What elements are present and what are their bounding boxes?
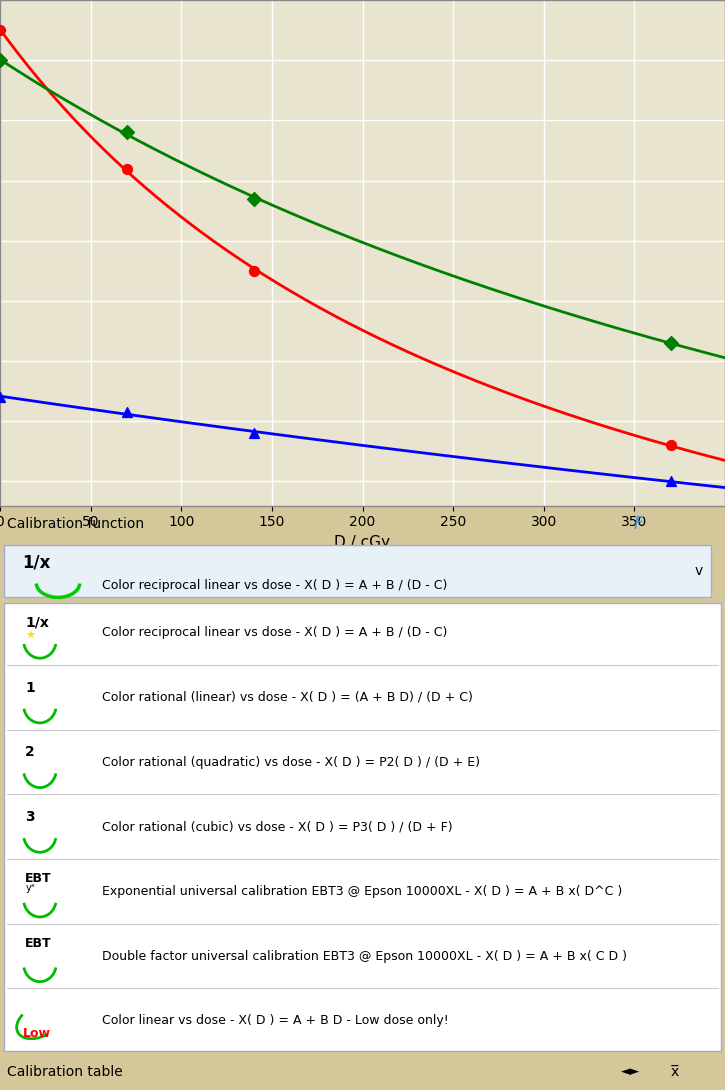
Text: Color rational (quadratic) vs dose - X( D ) = P2( D ) / (D + E): Color rational (quadratic) vs dose - X( … (102, 755, 479, 768)
FancyBboxPatch shape (4, 545, 710, 597)
Text: ◄►: ◄► (621, 1065, 640, 1078)
Text: x̅: x̅ (670, 1065, 679, 1079)
Point (665, 437, 676, 455)
Legend: Red(Dose), Green(Dose), Blue(Dose), Red(Dose) (discrete), Green(Dose) (discrete): Red(Dose), Green(Dose), Blue(Dose), Red(… (7, 650, 716, 691)
Text: Calibration function: Calibration function (7, 517, 144, 531)
Text: yˣ: yˣ (25, 883, 36, 893)
Point (0, 388, 6, 405)
Point (121, 123, 133, 141)
Text: 2: 2 (25, 746, 35, 760)
Point (248, 262, 260, 279)
Text: 3: 3 (25, 810, 35, 824)
Point (0, 22, 6, 39)
Text: 1: 1 (25, 680, 35, 694)
Point (121, 403, 133, 421)
Text: 1/x: 1/x (22, 554, 50, 572)
Text: Double factor universal calibration EBT3 @ Epson 10000XL - X( D ) = A + B x( C D: Double factor universal calibration EBT3… (102, 949, 626, 962)
FancyBboxPatch shape (4, 603, 721, 1051)
Point (121, 160, 133, 178)
Text: 1/x: 1/x (25, 616, 49, 630)
Point (248, 190, 260, 207)
Text: Color rational (cubic) vs dose - X( D ) = P3( D ) / (D + F): Color rational (cubic) vs dose - X( D ) … (102, 820, 452, 833)
Point (248, 425, 260, 443)
Text: v: v (695, 565, 703, 579)
Text: EBT: EBT (25, 936, 52, 949)
Point (665, 473, 676, 490)
Point (0, 51, 6, 69)
Text: F: F (633, 514, 643, 533)
Text: Color reciprocal linear vs dose - X( D ) = A + B / (D - C): Color reciprocal linear vs dose - X( D )… (102, 579, 447, 592)
Text: Low: Low (23, 1027, 51, 1040)
Text: ★: ★ (25, 631, 36, 641)
Text: Color linear vs dose - X( D ) = A + B D - Low dose only!: Color linear vs dose - X( D ) = A + B D … (102, 1015, 448, 1027)
Text: EBT: EBT (25, 872, 52, 885)
Point (665, 335, 676, 352)
X-axis label: D / cGy: D / cGy (334, 535, 391, 549)
Text: Color reciprocal linear vs dose - X( D ) = A + B / (D - C): Color reciprocal linear vs dose - X( D )… (102, 626, 447, 639)
Text: Exponential universal calibration EBT3 @ Epson 10000XL - X( D ) = A + B x( D^C ): Exponential universal calibration EBT3 @… (102, 885, 622, 898)
Text: Calibration table: Calibration table (7, 1065, 123, 1079)
Text: Color rational (linear) vs dose - X( D ) = (A + B D) / (D + C): Color rational (linear) vs dose - X( D )… (102, 691, 473, 704)
